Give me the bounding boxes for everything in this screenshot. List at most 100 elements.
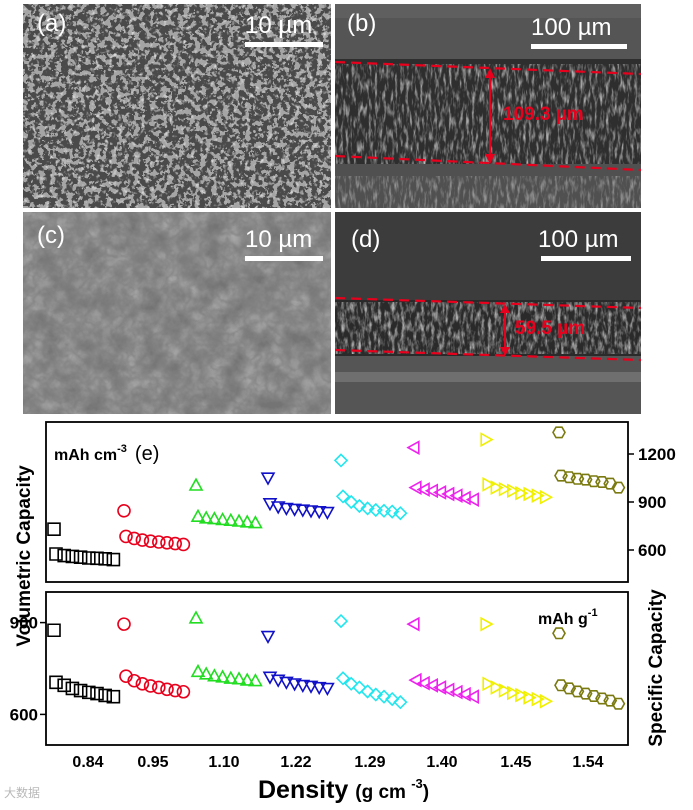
top-point-1.10-8 bbox=[248, 515, 263, 529]
bottom-point-1.10-3 bbox=[207, 668, 222, 682]
top-point-0.84-3 bbox=[65, 549, 80, 564]
top-point-1.40-1 bbox=[408, 480, 422, 495]
top-point-1.45-7 bbox=[531, 488, 545, 503]
top-point-1.45-4 bbox=[507, 483, 521, 499]
sem-panel-b: (b) 100 µm 109.3 µm bbox=[335, 4, 641, 208]
top-point-1.45-6 bbox=[523, 486, 537, 502]
top-point-0.84-7 bbox=[98, 552, 112, 566]
bottom-point-0.95-7 bbox=[168, 683, 182, 698]
sem-image-d bbox=[335, 212, 641, 414]
bottom-point-0.84-6 bbox=[90, 686, 104, 701]
top-point-1.54-first bbox=[552, 426, 566, 439]
bottom-point-1.29-7 bbox=[385, 691, 400, 707]
top-right-tick-label-900: 900 bbox=[638, 493, 666, 512]
top-point-0.84-6 bbox=[90, 551, 104, 566]
bottom-point-1.40-4 bbox=[432, 680, 447, 695]
bottom-point-1.45-6 bbox=[523, 690, 537, 705]
top-point-1.10-7 bbox=[239, 514, 255, 528]
top-point-1.45-1 bbox=[482, 477, 496, 492]
bottom-point-1.10-7 bbox=[239, 672, 255, 686]
bottom-point-1.54-first bbox=[552, 627, 566, 640]
bottom-point-0.84-8 bbox=[106, 689, 121, 704]
top-point-1.22-7 bbox=[311, 506, 327, 520]
red-dash-bottom-b bbox=[335, 154, 641, 172]
panel-letter-a: (a) bbox=[37, 10, 67, 37]
bottom-point-1.45-7 bbox=[531, 691, 545, 707]
scale-bar-a bbox=[245, 42, 323, 47]
scale-bar-b bbox=[531, 44, 627, 49]
bottom-point-1.29-8 bbox=[393, 695, 408, 710]
scale-text-a: 10 µm bbox=[245, 12, 313, 39]
top-point-1.10-3 bbox=[207, 511, 222, 525]
top-point-1.10-6 bbox=[231, 513, 247, 527]
top-point-0.95-1 bbox=[119, 529, 133, 544]
top-point-1.54-5 bbox=[586, 475, 601, 488]
bottom-point-1.29-first bbox=[333, 613, 349, 629]
bottom-point-1.10-1 bbox=[190, 663, 206, 678]
top-point-1.10-1 bbox=[190, 508, 206, 522]
bottom-point-1.22-4 bbox=[287, 678, 302, 692]
top-point-0.95-4 bbox=[143, 534, 158, 548]
x-tick-label-1.54: 1.54 bbox=[572, 754, 603, 771]
bottom-point-1.40-7 bbox=[457, 686, 471, 702]
top-point-1.29-4 bbox=[360, 501, 375, 516]
specific-plot bbox=[45, 591, 629, 746]
bottom-left-tick-label-900: 900 bbox=[10, 614, 38, 633]
bottom-point-1.54-8 bbox=[611, 697, 626, 710]
capacity-chart: 600 900 1200 600 900 0.84 0.95 1.10 1.22 1.29 1.40… bbox=[0, 412, 693, 805]
top-point-0.95-6 bbox=[160, 536, 174, 550]
top-point-1.45-first bbox=[480, 432, 494, 447]
top-point-1.10-2 bbox=[198, 510, 214, 524]
x-tick-label-1.45: 1.45 bbox=[500, 754, 531, 771]
top-point-1.40-7 bbox=[457, 490, 471, 506]
bottom-point-1.10-first bbox=[188, 610, 204, 624]
top-right-tick-label-1200: 1200 bbox=[638, 445, 676, 464]
top-point-1.29-6 bbox=[376, 503, 392, 518]
top-right-tick-label-600: 600 bbox=[638, 541, 666, 560]
top-point-1.40-6 bbox=[449, 488, 463, 503]
top-point-1.10-4 bbox=[215, 511, 230, 526]
bottom-point-0.84-5 bbox=[82, 685, 96, 700]
top-point-0.95-8 bbox=[176, 537, 191, 552]
bottom-point-1.45-5 bbox=[515, 687, 529, 703]
bottom-point-1.22-5 bbox=[295, 679, 311, 693]
red-dash-top-b bbox=[335, 60, 641, 76]
capacity-chart-svg: 600 900 1200 600 900 0.84 0.95 1.10 1.22 1.29 1.40… bbox=[10, 421, 676, 804]
bottom-point-1.40-8 bbox=[465, 689, 479, 705]
top-point-1.29-2 bbox=[344, 494, 359, 510]
bottom-point-1.22-7 bbox=[311, 681, 327, 696]
bottom-point-1.45-2 bbox=[490, 680, 504, 695]
top-point-1.45-3 bbox=[498, 481, 513, 497]
top-point-1.40-8 bbox=[465, 492, 479, 507]
top-point-1.29-1 bbox=[335, 489, 351, 504]
bottom-point-1.10-8 bbox=[248, 673, 263, 687]
bottom-point-1.29-6 bbox=[376, 689, 392, 704]
bottom-point-1.22-8 bbox=[320, 682, 335, 697]
scale-text-b: 100 µm bbox=[531, 14, 612, 41]
bottom-point-1.10-4 bbox=[215, 669, 230, 683]
x-tick-label-1.10: 1.10 bbox=[208, 754, 239, 771]
bottom-point-1.29-1 bbox=[335, 671, 351, 686]
thickness-label-d: 59.5 µm bbox=[515, 318, 586, 339]
bottom-left-tick-label-600: 600 bbox=[10, 705, 38, 724]
top-point-0.95-7 bbox=[168, 536, 182, 551]
top-point-1.54-2 bbox=[562, 471, 577, 484]
axis-labels: 600 900 1200 600 900 0.84 0.95 1.10 1.22 1.29 1.40… bbox=[10, 443, 676, 804]
bottom-point-0.84-1 bbox=[49, 675, 63, 690]
x-tick-label-0.95: 0.95 bbox=[137, 754, 168, 771]
bottom-point-1.29-3 bbox=[352, 680, 367, 695]
top-point-1.22-first bbox=[260, 472, 276, 486]
bottom-point-1.22-2 bbox=[270, 674, 286, 688]
bottom-point-1.10-5 bbox=[223, 670, 239, 684]
top-point-1.29-3 bbox=[352, 498, 367, 514]
bottom-point-1.40-1 bbox=[408, 672, 422, 688]
top-point-0.95-first bbox=[117, 504, 131, 518]
x-tick-label-1.22: 1.22 bbox=[280, 754, 311, 771]
right-y-axis-label: Specific Capacity bbox=[646, 589, 667, 747]
bottom-point-1.45-first bbox=[480, 616, 494, 632]
top-point-0.95-5 bbox=[152, 535, 166, 549]
top-point-1.29-8 bbox=[393, 506, 408, 521]
volumetric-plot bbox=[45, 421, 629, 583]
top-point-1.45-8 bbox=[539, 489, 554, 505]
top-point-1.29-7 bbox=[385, 504, 400, 519]
